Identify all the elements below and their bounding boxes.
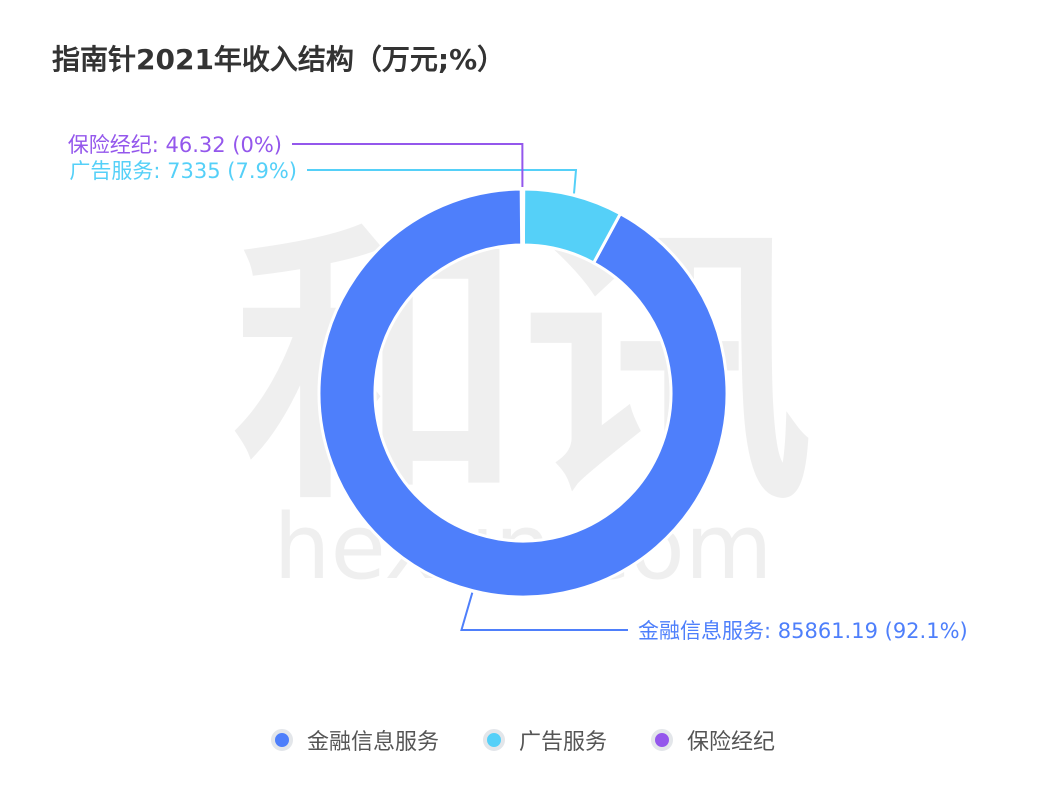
leader-line: [307, 169, 578, 194]
donut-slice[interactable]: [519, 187, 526, 247]
legend-item[interactable]: 金融信息服务: [270, 724, 439, 756]
chart-title: 指南针2021年收入结构（万元;%）: [52, 43, 506, 76]
legend-label: 金融信息服务: [306, 730, 439, 755]
legend-label: 广告服务: [518, 730, 607, 755]
legend-label: 保险经纪: [687, 730, 776, 755]
leader-line: [292, 143, 524, 188]
slice-label: 广告服务: 7335 (7.9%): [69, 159, 297, 183]
slice-label: 金融信息服务: 85861.19 (92.1%): [638, 619, 968, 643]
legend-swatch: [651, 729, 673, 751]
legend-item[interactable]: 保险经纪: [651, 724, 775, 756]
legend-item[interactable]: 广告服务: [482, 724, 607, 756]
donut-slice[interactable]: [317, 187, 729, 599]
legend-swatch: [482, 729, 505, 751]
legend: 金融信息服务 广告服务 保险经纪: [0, 724, 1046, 756]
leader-line: [460, 592, 628, 631]
slice-label: 保险经纪: 46.32 (0%): [68, 133, 282, 157]
legend-swatch: [270, 729, 293, 751]
